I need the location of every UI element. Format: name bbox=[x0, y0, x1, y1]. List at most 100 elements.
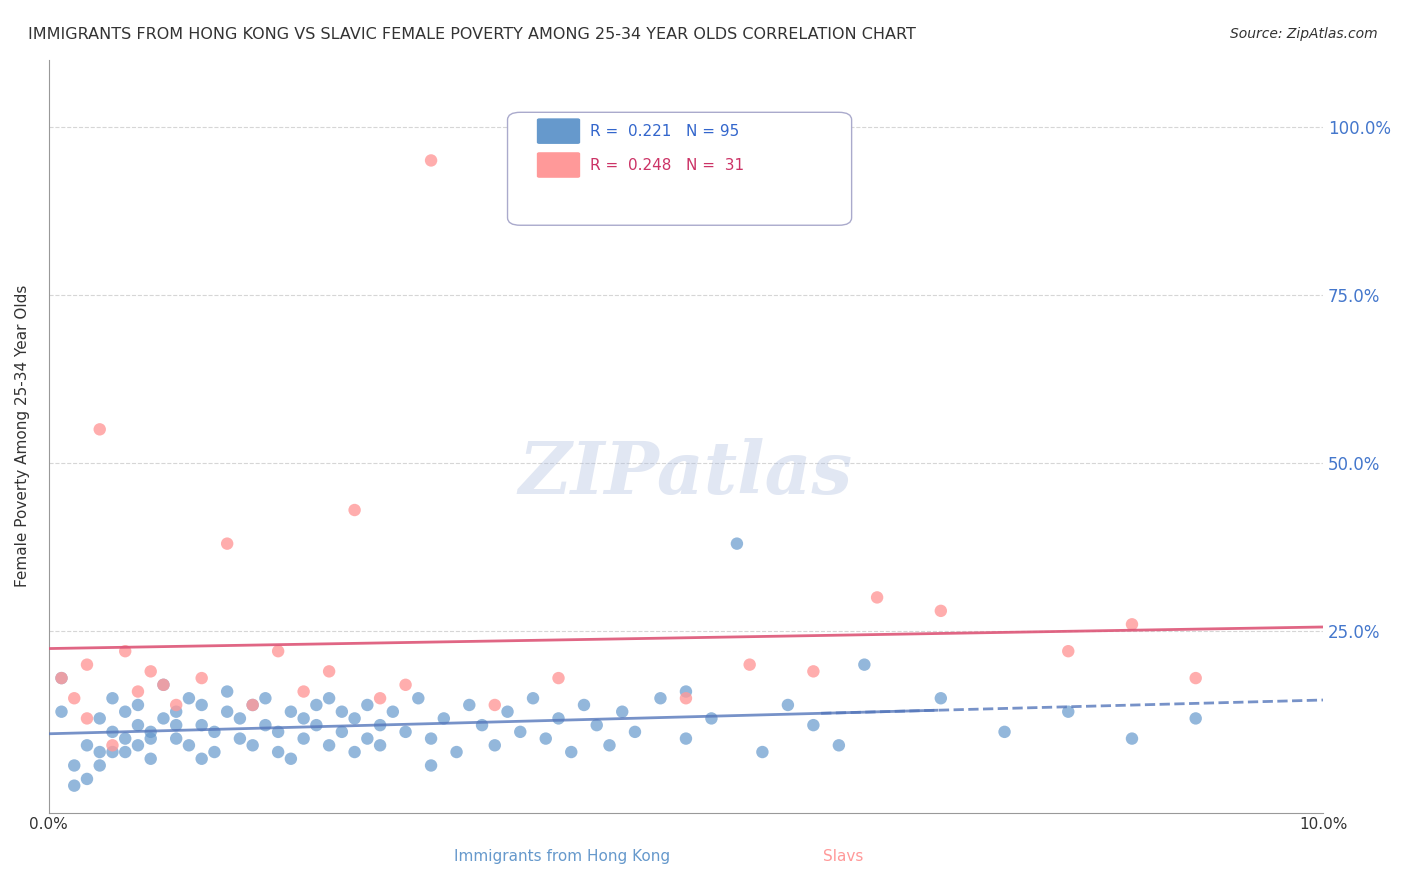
Point bbox=[1121, 731, 1143, 746]
Point bbox=[190, 671, 212, 685]
Point bbox=[139, 752, 162, 766]
Point bbox=[318, 665, 340, 679]
Point bbox=[803, 665, 825, 679]
Point bbox=[292, 684, 315, 698]
Point bbox=[242, 698, 264, 712]
Point bbox=[866, 591, 889, 605]
Point bbox=[76, 739, 98, 753]
Point bbox=[343, 745, 366, 759]
Point bbox=[420, 758, 443, 772]
Text: R =  0.221   N = 95: R = 0.221 N = 95 bbox=[591, 124, 740, 138]
Point bbox=[368, 739, 391, 753]
Point bbox=[254, 718, 277, 732]
Point bbox=[1184, 711, 1206, 725]
Point bbox=[585, 718, 607, 732]
Point bbox=[292, 731, 315, 746]
Point bbox=[267, 644, 290, 658]
Point bbox=[89, 758, 111, 772]
Text: Slavs: Slavs bbox=[824, 849, 863, 863]
Point bbox=[127, 739, 149, 753]
Point bbox=[547, 671, 569, 685]
Point bbox=[152, 711, 174, 725]
Point bbox=[318, 739, 340, 753]
Point bbox=[368, 718, 391, 732]
Point bbox=[725, 536, 748, 550]
Point bbox=[139, 731, 162, 746]
Point bbox=[572, 698, 595, 712]
Point bbox=[63, 758, 86, 772]
Point bbox=[165, 705, 187, 719]
Point bbox=[381, 705, 404, 719]
Point bbox=[598, 739, 620, 753]
Point bbox=[204, 724, 226, 739]
Point bbox=[547, 711, 569, 725]
Point bbox=[1057, 705, 1080, 719]
Point bbox=[993, 724, 1015, 739]
Point bbox=[420, 731, 443, 746]
Point bbox=[114, 644, 136, 658]
Point bbox=[165, 731, 187, 746]
Point bbox=[89, 745, 111, 759]
Point bbox=[560, 745, 582, 759]
Text: Immigrants from Hong Kong: Immigrants from Hong Kong bbox=[454, 849, 671, 863]
Point bbox=[114, 731, 136, 746]
Point bbox=[292, 711, 315, 725]
Point bbox=[101, 724, 124, 739]
Point bbox=[204, 745, 226, 759]
Point bbox=[776, 698, 799, 712]
Point bbox=[534, 731, 557, 746]
Point bbox=[217, 705, 239, 719]
Point bbox=[51, 671, 73, 685]
Point bbox=[229, 711, 252, 725]
Point bbox=[177, 691, 200, 706]
Point bbox=[624, 724, 647, 739]
Point bbox=[305, 718, 328, 732]
Point bbox=[471, 718, 494, 732]
Point bbox=[165, 698, 187, 712]
Point bbox=[343, 503, 366, 517]
Text: IMMIGRANTS FROM HONG KONG VS SLAVIC FEMALE POVERTY AMONG 25-34 YEAR OLDS CORRELA: IMMIGRANTS FROM HONG KONG VS SLAVIC FEMA… bbox=[28, 27, 915, 42]
Point bbox=[127, 718, 149, 732]
Point bbox=[242, 698, 264, 712]
Point bbox=[280, 752, 302, 766]
Point bbox=[433, 711, 456, 725]
Point bbox=[76, 711, 98, 725]
FancyBboxPatch shape bbox=[508, 112, 852, 226]
Point bbox=[751, 745, 773, 759]
Point bbox=[51, 671, 73, 685]
Point bbox=[305, 698, 328, 712]
Point bbox=[267, 724, 290, 739]
Point bbox=[929, 691, 952, 706]
Point bbox=[139, 665, 162, 679]
Point bbox=[318, 691, 340, 706]
Point bbox=[254, 691, 277, 706]
Point bbox=[242, 739, 264, 753]
Point bbox=[394, 724, 416, 739]
Point bbox=[51, 705, 73, 719]
Point bbox=[101, 745, 124, 759]
Point bbox=[89, 711, 111, 725]
Point bbox=[190, 718, 212, 732]
Point bbox=[76, 657, 98, 672]
Text: R =  0.248   N =  31: R = 0.248 N = 31 bbox=[591, 158, 745, 172]
Point bbox=[675, 684, 697, 698]
Point bbox=[114, 705, 136, 719]
Point bbox=[1184, 671, 1206, 685]
Point bbox=[330, 724, 353, 739]
Point bbox=[267, 745, 290, 759]
Point bbox=[929, 604, 952, 618]
FancyBboxPatch shape bbox=[537, 153, 581, 178]
Point bbox=[1121, 617, 1143, 632]
Text: Source: ZipAtlas.com: Source: ZipAtlas.com bbox=[1230, 27, 1378, 41]
Point bbox=[101, 739, 124, 753]
Point bbox=[394, 678, 416, 692]
Point bbox=[190, 752, 212, 766]
Point bbox=[280, 705, 302, 719]
Point bbox=[356, 698, 378, 712]
Point bbox=[700, 711, 723, 725]
Point bbox=[114, 745, 136, 759]
Point bbox=[217, 684, 239, 698]
Point bbox=[650, 691, 672, 706]
Point bbox=[152, 678, 174, 692]
Point bbox=[446, 745, 468, 759]
